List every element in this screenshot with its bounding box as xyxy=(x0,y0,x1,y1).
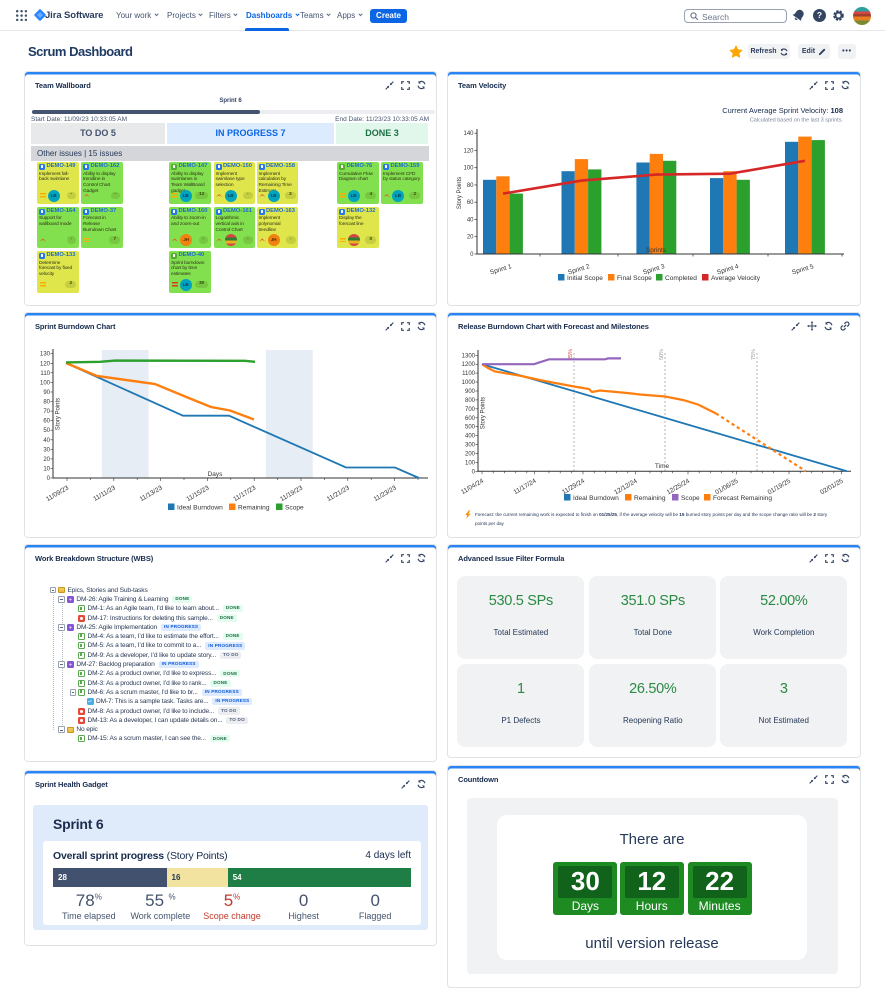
svg-text:Forecast Remaining: Forecast Remaining xyxy=(713,495,772,502)
svg-text:60: 60 xyxy=(43,419,50,425)
svg-text:Time: Time xyxy=(655,463,670,470)
svg-text:25%: 25% xyxy=(568,349,574,360)
svg-text:1000: 1000 xyxy=(462,380,476,386)
svg-text:Story Points: Story Points xyxy=(481,397,487,429)
svg-text:120: 120 xyxy=(40,361,51,367)
svg-text:900: 900 xyxy=(465,389,476,395)
svg-text:0: 0 xyxy=(47,476,51,482)
svg-text:01/19/25: 01/19/25 xyxy=(767,477,793,496)
svg-text:20: 20 xyxy=(43,457,50,463)
svg-text:12/25/24: 12/25/24 xyxy=(666,477,692,496)
svg-text:800: 800 xyxy=(465,398,476,404)
svg-text:Initial Scope: Initial Scope xyxy=(567,275,603,282)
svg-text:70: 70 xyxy=(43,409,50,415)
svg-text:130: 130 xyxy=(40,352,51,358)
svg-text:100: 100 xyxy=(465,460,476,466)
svg-text:Sprint 1: Sprint 1 xyxy=(489,263,513,276)
svg-text:0: 0 xyxy=(470,252,474,258)
svg-text:11/13/23: 11/13/23 xyxy=(139,484,164,503)
svg-text:Sprints: Sprints xyxy=(646,247,667,254)
svg-text:Ideal Burndown: Ideal Burndown xyxy=(573,495,619,502)
svg-text:1200: 1200 xyxy=(462,362,476,368)
svg-text:11/17/23: 11/17/23 xyxy=(232,484,257,503)
svg-text:Average Velocity: Average Velocity xyxy=(711,275,761,282)
svg-text:02/01/25: 02/01/25 xyxy=(819,477,845,496)
svg-text:01/06/25: 01/06/25 xyxy=(714,477,740,496)
svg-text:Remaining: Remaining xyxy=(238,505,270,512)
svg-text:300: 300 xyxy=(465,443,476,449)
svg-text:140: 140 xyxy=(463,131,474,137)
svg-text:1100: 1100 xyxy=(462,371,476,377)
svg-text:11/29/24: 11/29/24 xyxy=(561,477,586,496)
svg-text:Story Points: Story Points xyxy=(56,398,62,430)
svg-text:12/12/24: 12/12/24 xyxy=(613,477,639,496)
svg-text:600: 600 xyxy=(465,416,476,422)
svg-text:Final Scope: Final Scope xyxy=(617,275,652,282)
svg-text:11/15/23: 11/15/23 xyxy=(185,484,210,503)
svg-text:Calculated based on the last 3: Calculated based on the last 3 sprints. xyxy=(750,118,844,124)
svg-text:10: 10 xyxy=(43,466,50,472)
svg-text:100: 100 xyxy=(40,380,51,386)
svg-text:Current Average Sprint Velocit: Current Average Sprint Velocity: 108 xyxy=(722,106,843,115)
svg-text:80: 80 xyxy=(43,400,50,406)
svg-text:40: 40 xyxy=(467,218,474,224)
svg-text:75%: 75% xyxy=(751,349,757,360)
svg-text:Ideal Burndown: Ideal Burndown xyxy=(177,505,223,512)
svg-text:Completed: Completed xyxy=(665,275,697,282)
svg-text:11/21/23: 11/21/23 xyxy=(326,484,351,503)
svg-text:11/23/23: 11/23/23 xyxy=(373,484,398,503)
svg-text:90: 90 xyxy=(43,390,50,396)
svg-text:11/04/24: 11/04/24 xyxy=(460,477,485,496)
svg-text:Scope: Scope xyxy=(681,495,700,502)
svg-text:20: 20 xyxy=(467,235,474,241)
svg-text:Scope: Scope xyxy=(285,505,304,512)
svg-text:Days: Days xyxy=(208,471,224,478)
svg-text:30: 30 xyxy=(43,447,50,453)
svg-text:11/19/23: 11/19/23 xyxy=(279,484,304,503)
svg-text:100: 100 xyxy=(463,166,474,172)
svg-text:40: 40 xyxy=(43,438,50,444)
svg-text:11/09/23: 11/09/23 xyxy=(45,484,70,503)
svg-text:1300: 1300 xyxy=(462,353,476,359)
svg-text:200: 200 xyxy=(465,452,476,458)
svg-text:Sprint 5: Sprint 5 xyxy=(791,263,815,276)
svg-text:11/17/24: 11/17/24 xyxy=(512,477,537,496)
svg-text:500: 500 xyxy=(465,425,476,431)
svg-text:50%: 50% xyxy=(659,349,665,360)
svg-text:50: 50 xyxy=(43,428,50,434)
svg-text:120: 120 xyxy=(463,148,474,154)
svg-text:60: 60 xyxy=(467,200,474,206)
svg-text:Remaining: Remaining xyxy=(634,495,666,502)
svg-text:80: 80 xyxy=(467,183,474,189)
svg-text:700: 700 xyxy=(465,407,476,413)
svg-text:0: 0 xyxy=(472,469,476,475)
svg-text:Story Points: Story Points xyxy=(457,177,463,209)
svg-text:110: 110 xyxy=(40,371,50,377)
svg-text:400: 400 xyxy=(465,434,476,440)
svg-text:11/11/23: 11/11/23 xyxy=(92,484,117,502)
